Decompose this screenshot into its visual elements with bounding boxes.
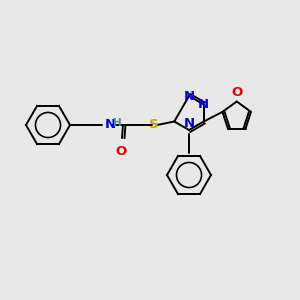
Text: N: N [183,89,195,103]
Text: O: O [231,85,242,98]
Text: N: N [105,118,116,131]
Text: N: N [198,98,209,111]
Text: S: S [149,118,159,131]
Text: N: N [183,117,195,130]
Text: H: H [113,118,122,128]
Text: O: O [116,145,127,158]
